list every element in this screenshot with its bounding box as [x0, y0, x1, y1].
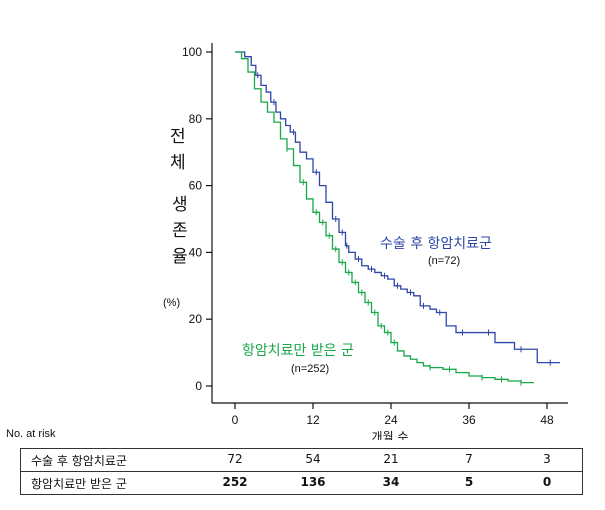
series-label-chemo: 항암치료만 받은 군: [242, 343, 354, 359]
y-label-char: 존: [172, 221, 188, 241]
at-risk-count: 5: [464, 475, 474, 489]
x-tick-label: 24: [384, 413, 398, 427]
survival-curve-surgery: [235, 51, 560, 364]
y-ticks: 0 20 40 60 80 100: [182, 45, 212, 393]
at-risk-values: 252 136 34 5 0: [191, 472, 582, 494]
x-ticks: 0 12 24 36 48: [232, 403, 554, 427]
x-tick-label: 48: [540, 413, 554, 427]
x-tick-label: 12: [306, 413, 320, 427]
at-risk-label: 수술 후 항암치료군: [20, 448, 191, 472]
at-risk-count: 7: [465, 452, 473, 466]
series-n-surgery: (n=72): [428, 255, 460, 267]
at-risk-count: 54: [305, 452, 321, 466]
y-tick-label: 60: [189, 179, 203, 193]
at-risk-count: 72: [227, 452, 243, 466]
series-label-surgery: 수술 후 항암치료군: [380, 236, 492, 252]
y-label-char: 율: [172, 247, 188, 267]
series-n-chemo: (n=252): [291, 363, 329, 375]
x-tick-label: 0: [232, 413, 239, 427]
y-label-char: 전: [170, 127, 186, 147]
at-risk-row-chemo: 항암치료만 받은 군 252 136 34 5 0: [20, 471, 583, 495]
at-risk-table: 수술 후 항암치료군 72 54 21 7 3 항암치료만 받은 군 252 136 34 5…: [20, 448, 583, 495]
x-tick-label: 36: [462, 413, 476, 427]
y-label-char: 생: [172, 195, 188, 215]
y-axis-unit: (%): [163, 297, 180, 309]
y-tick-label: 100: [182, 45, 202, 59]
y-tick-label: 0: [195, 379, 202, 393]
survival-curves: [235, 51, 560, 386]
at-risk-count: 3: [543, 452, 551, 466]
at-risk-title: No. at risk: [6, 428, 56, 440]
y-tick-label: 20: [189, 312, 203, 326]
at-risk-count: 0: [542, 475, 552, 489]
at-risk-count: 136: [300, 475, 326, 489]
at-risk-row-surgery: 수술 후 항암치료군 72 54 21 7 3: [20, 448, 583, 472]
x-axis-label: 개월 수: [372, 430, 409, 440]
at-risk-count: 21: [383, 452, 399, 466]
at-risk-values: 72 54 21 7 3: [191, 449, 582, 471]
y-tick-label: 40: [189, 245, 203, 259]
at-risk-label: 항암치료만 받은 군: [20, 471, 191, 495]
y-label-char: 체: [170, 153, 186, 173]
at-risk-count: 34: [382, 475, 400, 489]
y-tick-label: 80: [189, 112, 203, 126]
at-risk-count: 252: [222, 475, 248, 489]
